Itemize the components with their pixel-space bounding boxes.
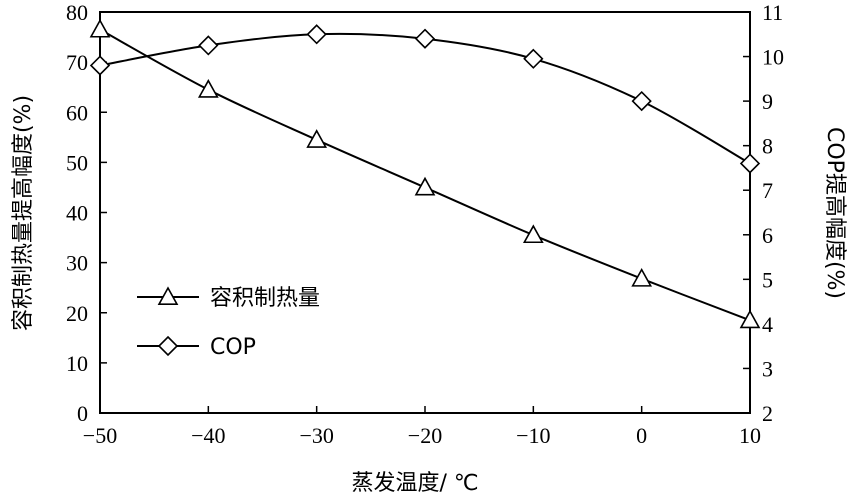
left-y-tick-label: 10 [66, 351, 88, 376]
data-point-heating-capacity [631, 268, 653, 287]
left-y-tick-label: 0 [77, 401, 88, 426]
data-point-cop [414, 28, 436, 49]
data-point-cop [523, 48, 544, 69]
right-y-axis: 2 3 4 5 6 7 8 9 10 11 [743, 0, 784, 426]
data-point-cop [631, 90, 652, 112]
legend-label-heating-capacity: 容积制热量 [210, 286, 320, 311]
data-point-heating-capacity [197, 79, 219, 98]
right-y-tick-label: 2 [762, 401, 773, 426]
series-line-heating-capacity [99, 28, 751, 322]
plot-frame [99, 11, 751, 414]
data-point-heating-capacity [739, 309, 761, 329]
x-tick-label: −50 [83, 423, 117, 448]
data-point-heating-capacity [414, 176, 436, 196]
data-point-cop [739, 153, 761, 174]
right-y-tick-label: 3 [762, 356, 773, 381]
right-y-tick-label: 8 [762, 134, 773, 159]
x-tick-label: −40 [191, 423, 225, 448]
right-y-tick-label: 7 [762, 178, 773, 203]
data-point-cop [89, 55, 111, 76]
left-y-tick-label: 30 [66, 251, 88, 276]
right-y-tick-label: 10 [762, 45, 784, 70]
legend-marker-cop [157, 335, 179, 357]
right-y-tick-label: 4 [762, 312, 773, 337]
x-tick-label: −20 [408, 423, 442, 448]
left-y-tick-label: 50 [66, 150, 88, 175]
left-y-tick-label: 70 [66, 50, 88, 75]
x-tick-label: −30 [299, 423, 333, 448]
left-y-tick-label: 20 [66, 301, 88, 326]
legend: 容积制热量 COP [137, 286, 320, 360]
x-tick-label: 0 [636, 423, 647, 448]
data-point-cop [198, 35, 219, 56]
data-point-heating-capacity [89, 18, 111, 38]
left-y-axis-title: 容积制热量提高幅度(%) [11, 95, 36, 331]
left-y-axis: 0 10 20 30 40 50 60 70 80 [66, 0, 107, 426]
right-y-tick-label: 5 [762, 267, 773, 292]
data-point-cop [306, 24, 327, 45]
right-y-tick-label: 11 [762, 0, 783, 25]
right-y-tick-label: 9 [762, 89, 773, 114]
x-tick-label: 10 [739, 423, 761, 448]
series-line-cop [99, 32, 751, 165]
data-point-heating-capacity [306, 129, 328, 148]
right-y-axis-title: COP提高幅度(%) [822, 127, 847, 299]
data-point-heating-capacity [522, 224, 544, 244]
left-y-tick-label: 40 [66, 201, 88, 226]
legend-marker-heating-capacity [157, 286, 179, 306]
right-y-tick-label: 6 [762, 223, 773, 248]
left-y-tick-label: 80 [66, 0, 88, 25]
x-axis-title: 蒸发温度/ ℃ [351, 471, 478, 496]
series-layer [89, 18, 761, 329]
legend-label-cop: COP [210, 335, 256, 360]
x-tick-label: −10 [516, 423, 550, 448]
x-axis: −50 −40 −30 −20 −10 0 10 [83, 406, 761, 448]
left-y-tick-label: 60 [66, 100, 88, 125]
